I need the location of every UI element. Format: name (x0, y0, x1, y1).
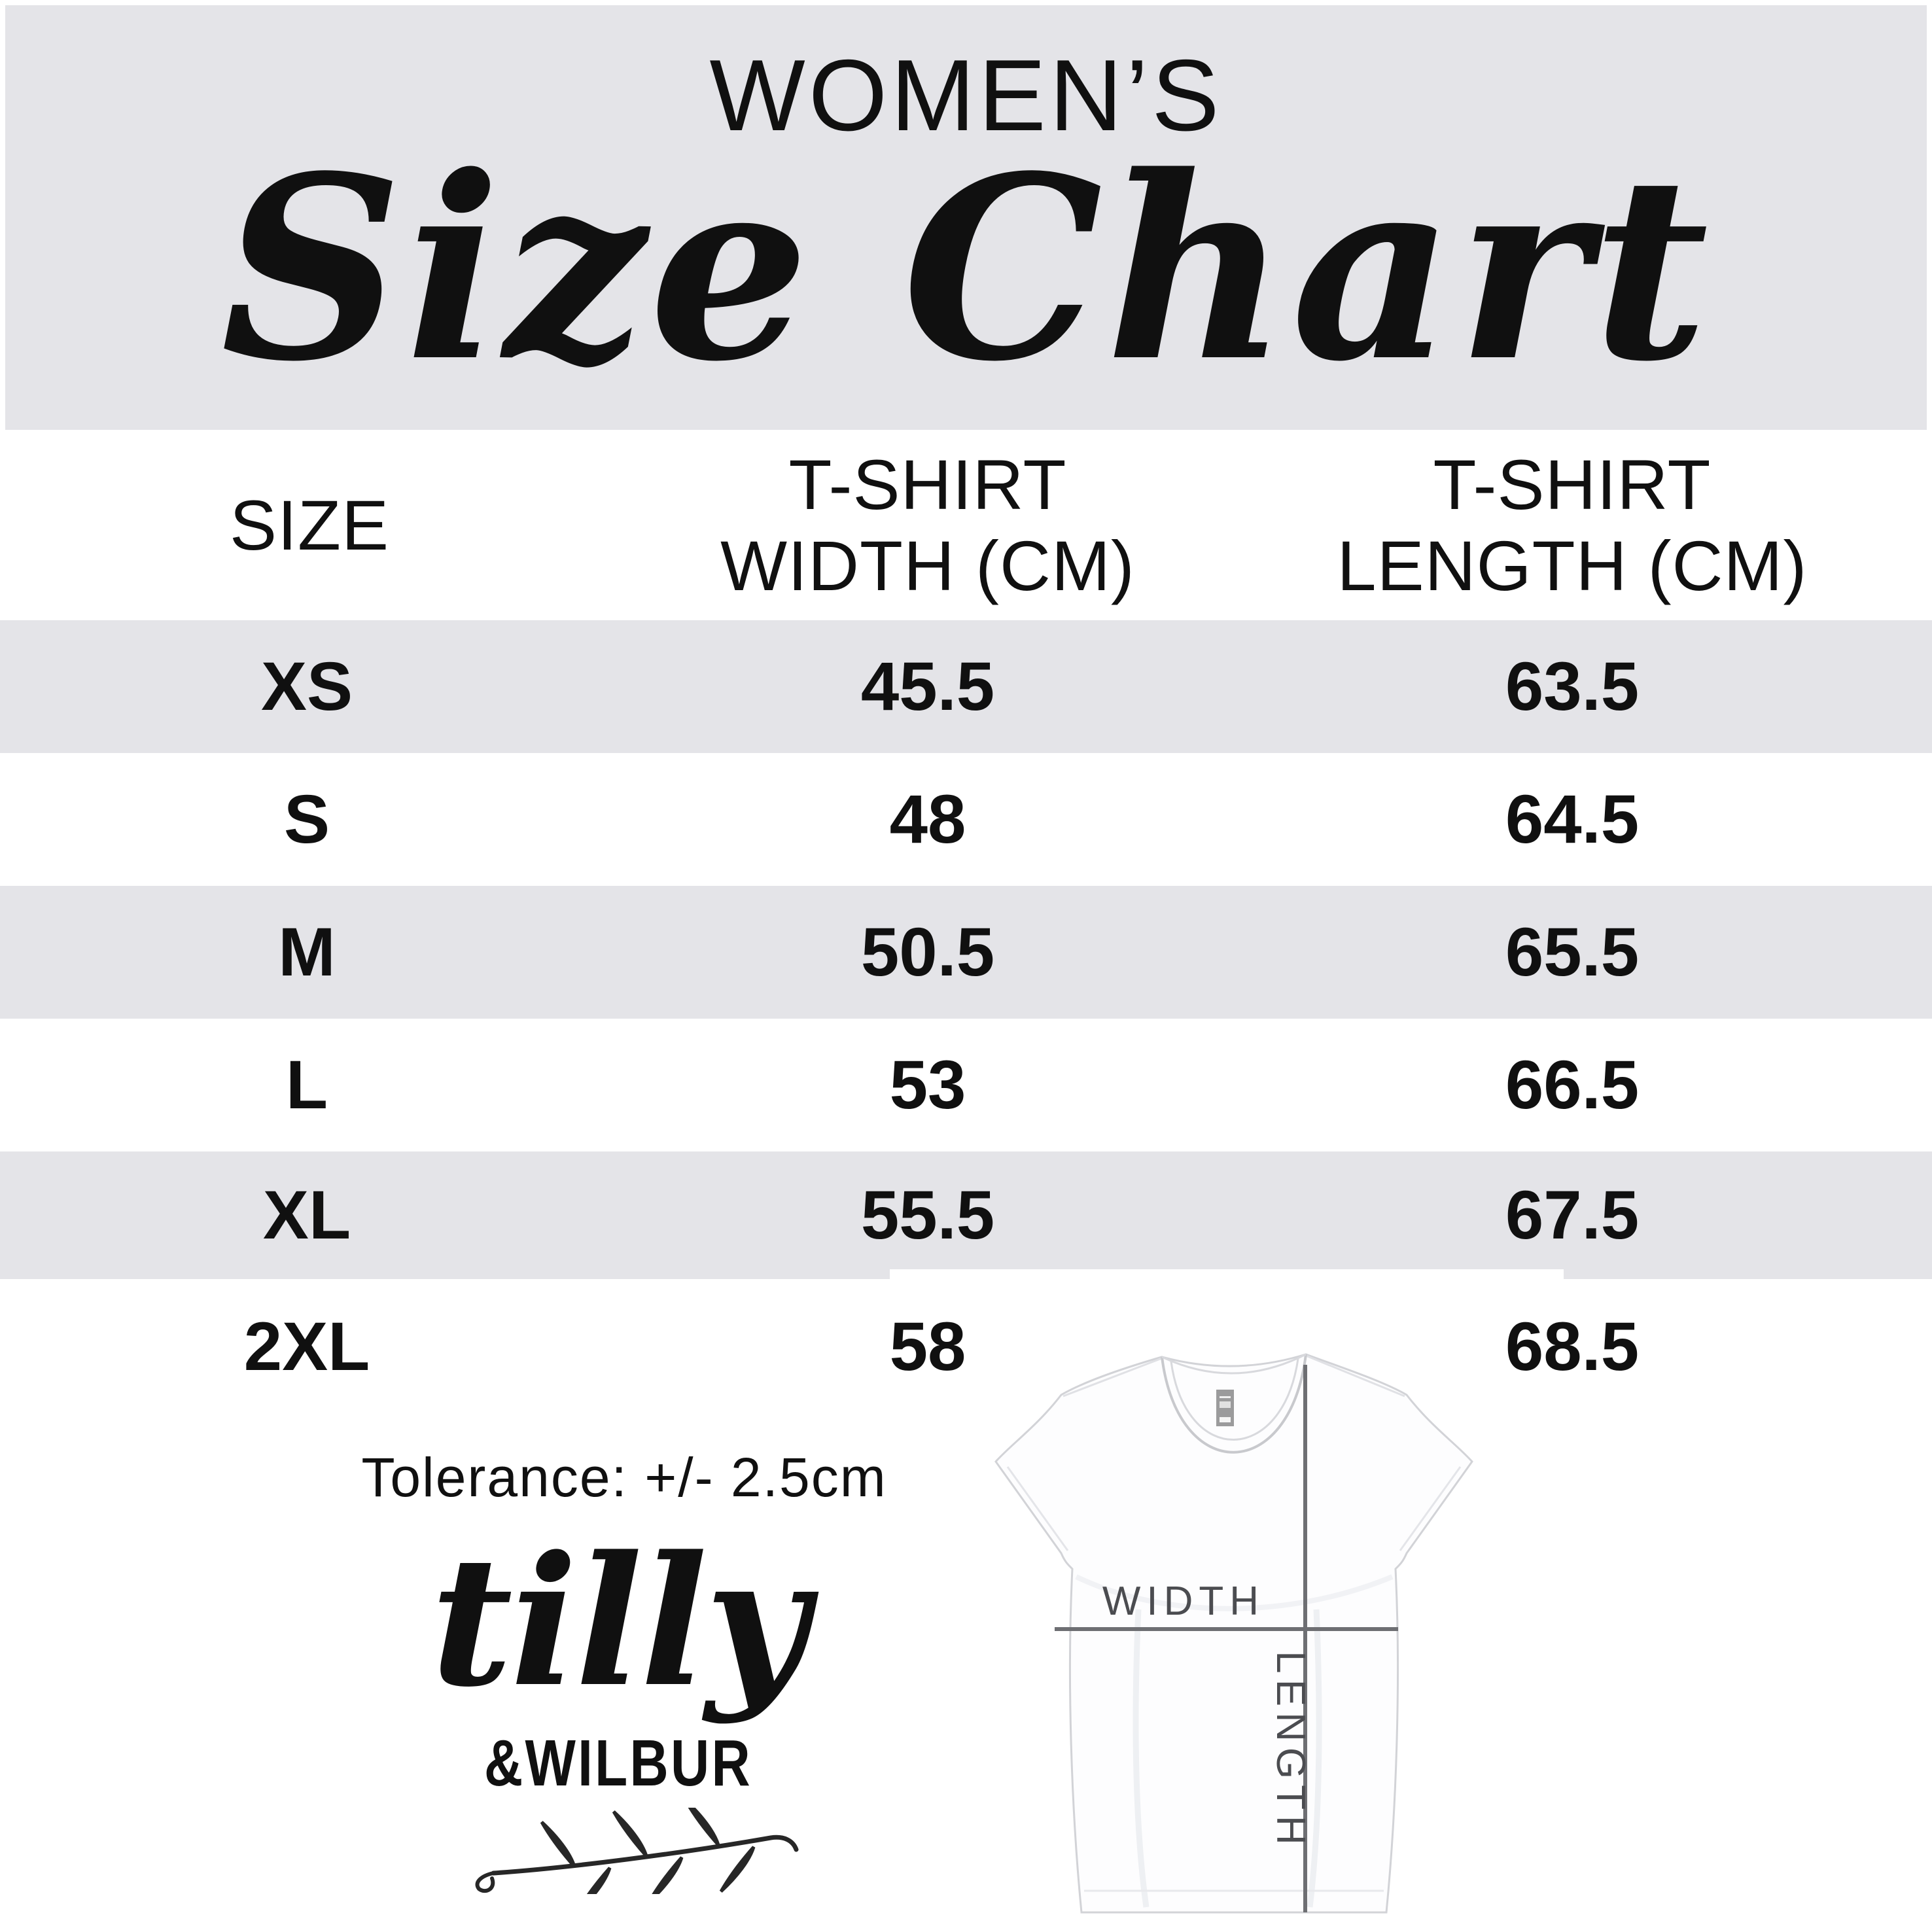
laurel-branch-icon (475, 1799, 799, 1914)
column-header-width-line1: T-SHIRT (788, 444, 1067, 524)
width-value: 55.5 (860, 1176, 995, 1254)
column-header-length: T-SHIRT LENGTH (CM) (1242, 444, 1903, 606)
back-collar-line (1161, 1353, 1307, 1375)
table-row-m: M 50.5 65.5 (0, 886, 1932, 1019)
length-value: 66.5 (1505, 1046, 1640, 1123)
size-value: XL (262, 1176, 351, 1254)
brand-name-caps: &WILBUR (483, 1727, 753, 1800)
brand-name-script: tilly (430, 1518, 809, 1727)
width-value: 48 (889, 781, 966, 858)
width-value: 45.5 (860, 648, 995, 725)
length-label: LENGTH (1268, 1651, 1313, 1850)
table-row-xs: XS 45.5 63.5 (0, 620, 1932, 753)
width-value: 53 (889, 1046, 966, 1123)
shoulder-seam-right (1305, 1354, 1405, 1397)
leaf-bottom-3 (719, 1846, 756, 1893)
table-row-s: S 48 64.5 (0, 753, 1932, 886)
size-value: L (285, 1046, 328, 1123)
cuff-seam-left (1006, 1466, 1069, 1551)
column-header-width: T-SHIRT WIDTH (CM) (614, 444, 1242, 606)
neck-tag (1216, 1390, 1234, 1426)
size-value: XS (260, 648, 353, 725)
column-header-width-line2: WIDTH (CM) (720, 525, 1135, 605)
leaf-bottom-1 (575, 1867, 612, 1914)
collar-inner (1170, 1358, 1299, 1441)
leaf-top-1 (540, 1821, 576, 1868)
tshirt-illustration: WIDTH LENGTH (994, 1353, 1473, 1914)
width-value: 58 (889, 1308, 966, 1385)
length-value: 67.5 (1505, 1176, 1640, 1254)
table-header-row: SIZE T-SHIRT WIDTH (CM) T-SHIRT LENGTH (… (5, 430, 1927, 620)
brand-logo: tilly &WILBUR (406, 1518, 831, 1914)
leaf-bottom-2 (647, 1856, 684, 1903)
column-header-size: SIZE (229, 485, 390, 565)
length-value: 65.5 (1505, 913, 1640, 991)
tolerance-note: Tolerance: +/- 2.5cm (361, 1447, 887, 1508)
cuff-seam-right (1399, 1466, 1462, 1551)
shoulder-seam-left (1063, 1357, 1163, 1397)
table-row-2xl: 2XL 58 68.5 (0, 1279, 1932, 1414)
collar-outer (1161, 1354, 1307, 1454)
length-value: 63.5 (1505, 648, 1640, 725)
size-value: M (278, 913, 336, 991)
width-label: WIDTH (1102, 1579, 1265, 1624)
size-value: S (283, 781, 330, 858)
header-banner: WOMEN’S Size Chart (5, 5, 1927, 430)
size-value: 2XL (243, 1308, 370, 1385)
column-header-length-line2: LENGTH (CM) (1337, 525, 1808, 605)
tshirt-measurement-diagram: WIDTH LENGTH (890, 1269, 1564, 1932)
width-value: 50.5 (860, 913, 995, 991)
tshirt-body (994, 1353, 1473, 1914)
table-row-l: L 53 66.5 (0, 1019, 1932, 1151)
column-header-length-line1: T-SHIRT (1433, 444, 1712, 524)
page-kicker: WOMEN’S (709, 39, 1223, 152)
length-value: 64.5 (1505, 781, 1640, 858)
leaf-top-2 (612, 1810, 648, 1857)
table-row-xl: XL 55.5 67.5 (0, 1151, 1932, 1279)
page-title: Size Chart (220, 120, 1712, 417)
leaf-top-3 (684, 1799, 720, 1846)
length-value: 68.5 (1505, 1308, 1640, 1385)
